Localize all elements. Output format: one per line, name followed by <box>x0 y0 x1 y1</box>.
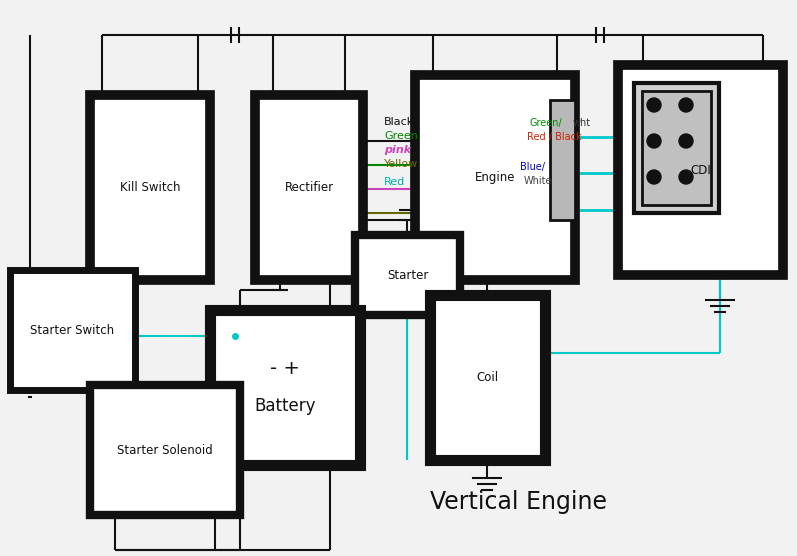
Text: Vertical Engine: Vertical Engine <box>430 490 607 514</box>
Circle shape <box>647 134 661 148</box>
FancyBboxPatch shape <box>430 295 545 460</box>
Circle shape <box>647 98 661 112</box>
FancyBboxPatch shape <box>550 100 575 220</box>
Text: Engine: Engine <box>475 171 515 184</box>
Text: Green/: Green/ <box>530 118 563 128</box>
Text: Black: Black <box>384 117 414 127</box>
Circle shape <box>679 170 693 184</box>
FancyBboxPatch shape <box>90 95 210 280</box>
Text: Rectifier: Rectifier <box>285 181 334 194</box>
Circle shape <box>679 98 693 112</box>
Text: Starter: Starter <box>387 269 428 281</box>
Text: wht: wht <box>573 118 591 128</box>
Text: Starter Solenoid: Starter Solenoid <box>117 444 213 456</box>
FancyBboxPatch shape <box>634 83 719 213</box>
FancyBboxPatch shape <box>355 235 460 315</box>
Text: Starter Switch: Starter Switch <box>30 324 115 336</box>
Text: Red / Black: Red / Black <box>527 132 582 142</box>
Text: CDI: CDI <box>690 163 711 176</box>
Text: Coil: Coil <box>477 371 499 384</box>
Text: Green: Green <box>384 131 418 141</box>
Text: White: White <box>524 176 552 186</box>
FancyBboxPatch shape <box>10 270 135 390</box>
Circle shape <box>647 170 661 184</box>
FancyBboxPatch shape <box>415 75 575 280</box>
Text: Battery: Battery <box>254 397 316 415</box>
FancyBboxPatch shape <box>618 65 783 275</box>
FancyBboxPatch shape <box>210 310 360 465</box>
Text: - +: - + <box>270 359 300 379</box>
Text: Red: Red <box>384 177 405 187</box>
FancyBboxPatch shape <box>642 91 711 205</box>
Text: Kill Switch: Kill Switch <box>120 181 180 194</box>
FancyBboxPatch shape <box>255 95 363 280</box>
FancyBboxPatch shape <box>90 385 240 515</box>
Circle shape <box>679 134 693 148</box>
Text: pink: pink <box>384 145 411 155</box>
Text: Yellow: Yellow <box>384 159 418 169</box>
Text: Blue/: Blue/ <box>520 162 545 172</box>
